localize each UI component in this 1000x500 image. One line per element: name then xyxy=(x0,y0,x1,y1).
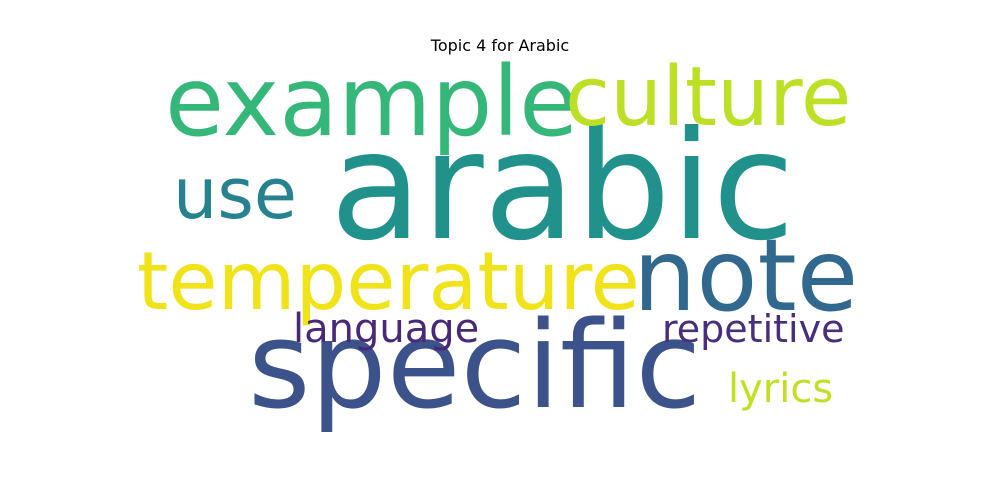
word-language: language xyxy=(293,306,479,352)
word-example: example xyxy=(165,46,578,158)
word-use: use xyxy=(173,153,297,235)
word-arabic: arabic xyxy=(330,100,795,274)
word-temperature: temperature xyxy=(137,235,640,328)
word-specific: specific xyxy=(248,297,701,436)
word-culture: culture xyxy=(565,50,851,145)
word-repetitive: repetitive xyxy=(662,307,844,351)
chart-title: Topic 4 for Arabic xyxy=(430,36,570,55)
word-lyrics: lyrics xyxy=(728,366,833,412)
word-note: note xyxy=(633,217,858,334)
